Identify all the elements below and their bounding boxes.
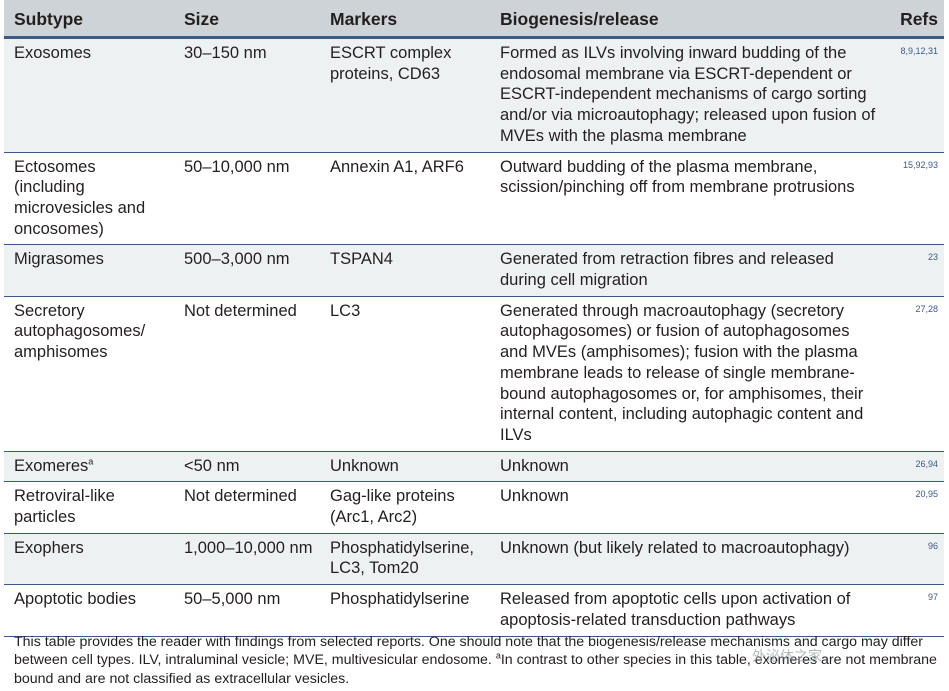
footnote-main: This table provides the reader with find…: [14, 634, 924, 669]
cell-size: 30–150 nm: [184, 44, 267, 62]
cell-size: Not determined: [184, 301, 297, 320]
cell-biogenesis: Released from apoptotic cells upon activ…: [500, 590, 851, 629]
cell-biogenesis: Generated from retraction fibres and rel…: [500, 250, 834, 290]
cell-size: 50–5,000 nm: [184, 590, 281, 609]
header-subtype: Subtype: [4, 0, 174, 39]
cell-subtype: Ectosomes (including microvesicles and o…: [14, 157, 146, 238]
cell-biogenesis: Generated through macroautophagy (secret…: [500, 301, 864, 444]
cell-biogenesis: Formed as ILVs involving inward budding …: [500, 44, 876, 145]
cell-markers: ESCRT complex proteins, CD63: [330, 44, 452, 83]
cell-markers: Gag-like proteins (Arc1, Arc2): [330, 487, 455, 527]
cell-refs: 27,28: [915, 303, 938, 314]
cell-subtype: Exomeresa: [4, 451, 174, 482]
watermark: 外泌体之家: [752, 648, 822, 664]
header-markers: Markers: [320, 0, 490, 39]
header-size: Size: [174, 0, 320, 39]
cell-size: 1,000–10,000 nm: [184, 538, 313, 557]
cell-refs: 15,92,93: [902, 159, 938, 170]
cell-refs: 96: [927, 540, 938, 551]
table-header-row: Subtype Size Markers Biogenesis/release …: [4, 0, 944, 39]
cell-subtype: Exophers: [14, 538, 84, 557]
cell-subtype: Retroviral-like particles: [14, 487, 115, 527]
table-row: Exophers 1,000–10,000 nm Phosphatidylser…: [4, 533, 944, 585]
table-row: Ectosomes (including microvesicles and o…: [4, 152, 944, 245]
cell-markers: LC3: [330, 301, 361, 320]
cell-size: Not determined: [184, 487, 297, 506]
cell-subtype: Migrasomes: [14, 250, 104, 269]
table-row: Apoptotic bodies 50–5,000 nm Phosphatidy…: [4, 584, 944, 637]
cell-biogenesis: Unknown: [500, 456, 569, 475]
cell-subtype: Exosomes: [14, 44, 92, 62]
cell-refs: 23: [927, 252, 938, 263]
cell-markers: Phosphatidylserine: [330, 590, 470, 609]
cell-refs: 20,95: [915, 489, 938, 500]
table-row: Exosomes 30–150 nm ESCRT complex protein…: [4, 37, 944, 153]
cell-biogenesis: Outward budding of the plasma membrane, …: [500, 157, 855, 197]
subtype-text: Exomeres: [14, 456, 89, 475]
cell-biogenesis: Unknown: [500, 487, 569, 506]
cell-subtype: Apoptotic bodies: [14, 590, 137, 609]
table-row: Retroviral-like particles Not determined…: [4, 481, 944, 534]
cell-size: <50 nm: [184, 456, 240, 475]
cell-markers: Annexin A1, ARF6: [330, 157, 464, 176]
cell-refs: 8,9,12,31: [900, 46, 938, 56]
cell-subtype: Secretory autophagosomes/ amphisomes: [14, 301, 146, 362]
cell-refs: 97: [927, 592, 938, 603]
cell-biogenesis: Unknown (but likely related to macroauto…: [500, 538, 850, 557]
footnote-marker: a: [88, 456, 94, 467]
cell-markers: Phosphatidylserine, LC3, Tom20: [330, 538, 475, 578]
cell-markers: Unknown: [330, 456, 399, 475]
header-refs: Refs: [880, 0, 944, 39]
table-footnote: This table provides the reader with find…: [14, 633, 939, 688]
cell-markers: TSPAN4: [330, 250, 393, 269]
table-row: Migrasomes 500–3,000 nm TSPAN4 Generated…: [4, 244, 944, 297]
cell-size: 50–10,000 nm: [184, 157, 290, 176]
header-biogenesis: Biogenesis/release: [490, 0, 880, 39]
footnote-rest: In contrast to other species in this tab…: [14, 652, 937, 687]
cell-size: 500–3,000 nm: [184, 250, 290, 269]
table-row: Secretory autophagosomes/ amphisomes Not…: [4, 296, 944, 452]
cell-refs: 26,94: [915, 458, 938, 469]
footnote-marker: a: [495, 650, 501, 661]
ev-subtype-table: Subtype Size Markers Biogenesis/release …: [4, 0, 944, 637]
table-row: Exomeresa <50 nm Unknown Unknown 26,94: [4, 451, 944, 482]
